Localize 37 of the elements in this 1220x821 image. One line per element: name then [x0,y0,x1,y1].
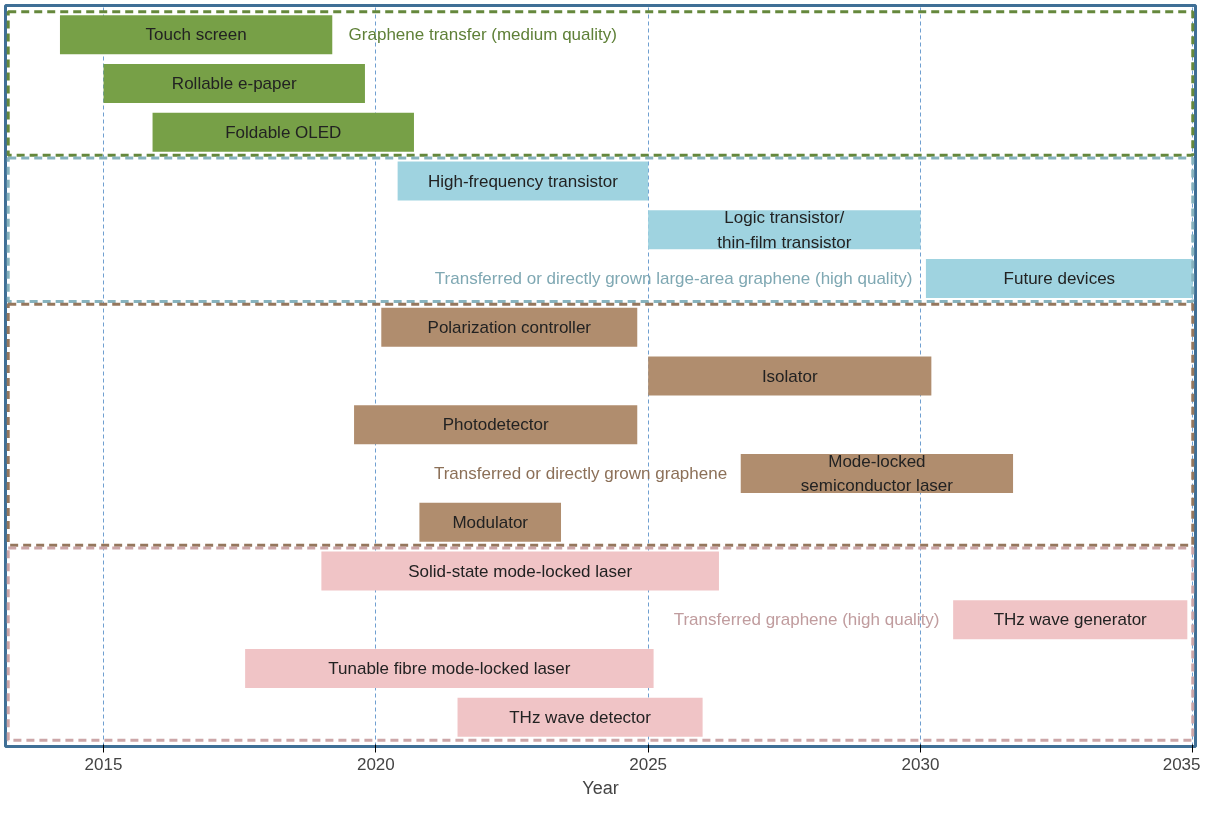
bar [59,15,333,55]
y-tick-label: Modulator [452,512,529,532]
y-tick-label: Logic transistor/ thin-film transistor [717,207,852,252]
y-tick-label: Photodetector [442,415,549,435]
x-axis-title: Year [582,777,619,798]
bar [354,405,638,445]
bar [245,649,654,688]
series-label: Transferred or directly grown large-area graphene (high quality) [434,269,913,288]
y-tick-label: THz wave generator [993,610,1148,630]
y-tick-label: High-frequency transistor [427,171,619,191]
series-label: Graphene transfer (medium quality) [348,25,617,45]
bar [953,600,1188,640]
y-tick-label: Touch screen [145,25,247,45]
x-tick-label: 2025 [629,754,668,774]
bar [103,64,365,103]
y-tick-label: Mode-locked semiconductor laser [800,451,954,496]
bar [925,259,1193,298]
y-tick-label: THz wave detector [509,707,652,727]
bar [457,697,703,737]
y-tick-label: Polarization controller [427,317,592,337]
series-label: Transferred graphene (high quality) [673,610,940,630]
series-label: Transferred or directly grown graphene [433,464,728,483]
x-tick-label: 2020 [356,754,395,774]
bar [321,551,719,591]
y-tick-label: Isolator [761,366,818,386]
bar [648,356,932,396]
x-tick-label: 2035 [1162,754,1201,774]
y-tick-label: Rollable e-paper [171,74,297,93]
bar [152,112,414,152]
bar [381,307,638,347]
y-tick-label: Tunable fibre mode-locked laser [328,659,571,678]
y-tick-label: Foldable OLED [225,122,342,142]
y-tick-label: Solid-state mode-locked laser [408,561,633,581]
bar [419,502,562,542]
x-tick-label: 2015 [84,754,123,774]
y-tick-label: Future devices [1003,269,1116,288]
x-tick-label: 2030 [901,754,940,774]
